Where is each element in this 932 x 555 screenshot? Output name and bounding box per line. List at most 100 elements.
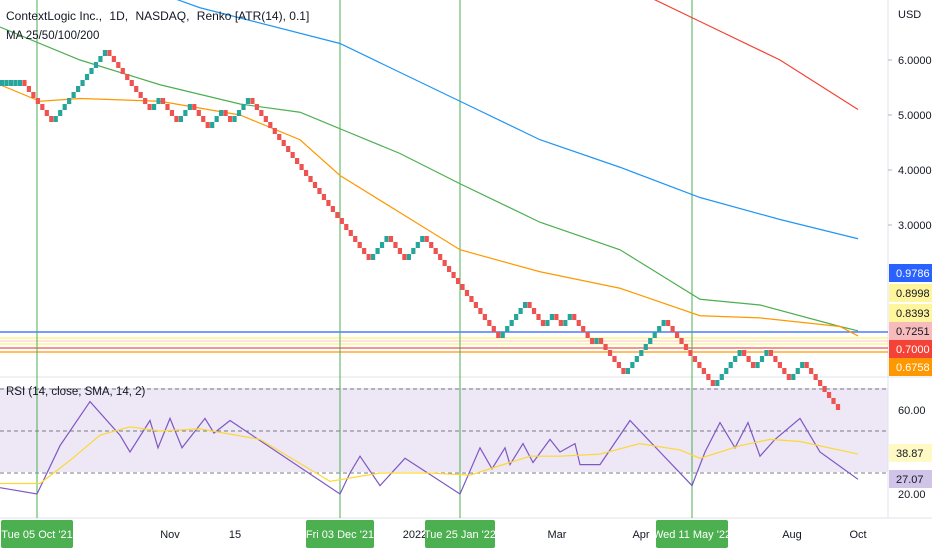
renko-up-brick — [58, 110, 63, 116]
renko-down-brick — [683, 344, 689, 350]
renko-down-brick — [429, 242, 434, 248]
renko-down-brick — [205, 122, 210, 128]
renko-down-brick — [129, 80, 134, 86]
renko-down-brick — [464, 290, 470, 296]
renko-up-brick — [384, 236, 389, 242]
renko-up-brick — [625, 368, 630, 374]
renko-down-brick — [826, 392, 832, 398]
price-scale-label-bg — [889, 284, 932, 302]
renko-down-brick — [196, 110, 201, 116]
time-tick-label: 2022 — [403, 529, 427, 541]
renko-down-brick — [585, 332, 590, 338]
renko-down-brick — [268, 122, 273, 128]
renko-down-brick — [165, 104, 170, 110]
rsi-scale-label: 38.87 — [896, 448, 924, 460]
price-scale-label: 0.7251 — [896, 326, 930, 338]
renko-up-brick — [724, 368, 729, 374]
renko-down-brick — [424, 236, 429, 242]
renko-down-brick — [777, 362, 782, 368]
ma-indicator-label[interactable]: MA 25/50/100/200 — [6, 30, 100, 42]
renko-down-brick — [558, 320, 563, 326]
renko-up-brick — [643, 344, 648, 350]
renko-down-brick — [169, 110, 175, 116]
renko-up-brick — [75, 86, 81, 92]
ma25-line — [0, 84, 859, 337]
renko-down-brick — [478, 308, 483, 314]
renko-down-brick — [822, 386, 827, 392]
renko-down-brick — [388, 236, 394, 242]
rsi-band — [0, 388, 888, 472]
time-highlight-label-bg — [656, 520, 728, 548]
price-scale-label: 0.9786 — [896, 268, 930, 280]
renko-up-brick — [102, 50, 108, 56]
price-scale-label: 0.7000 — [896, 344, 930, 356]
renko-down-brick — [697, 362, 702, 368]
renko-down-brick — [531, 308, 537, 314]
rsi-indicator-label[interactable]: RSI (14, close, SMA, 14, 2) — [6, 386, 146, 398]
renko-down-brick — [397, 248, 403, 254]
renko-down-brick — [447, 266, 452, 272]
renko-up-brick — [183, 110, 188, 116]
renko-up-brick — [652, 332, 657, 338]
renko-down-brick — [433, 248, 438, 254]
renko-down-brick — [116, 62, 121, 68]
renko-down-brick — [670, 326, 675, 332]
renko-down-brick — [272, 128, 277, 134]
renko-up-brick — [518, 308, 523, 314]
renko-down-brick — [22, 80, 27, 86]
renko-up-brick — [379, 242, 385, 248]
renko-up-brick — [415, 242, 420, 248]
price-scale-label-bg — [889, 358, 932, 376]
renko-up-brick — [733, 356, 738, 362]
chart-type[interactable]: Renko [ATR(14), 0.1] — [196, 9, 310, 23]
time-tick-label: 15 — [229, 529, 241, 541]
renko-down-brick — [362, 248, 367, 254]
renko-up-brick — [661, 320, 666, 326]
price-axis-unit: USD — [898, 9, 921, 21]
renko-up-brick — [764, 350, 769, 356]
renko-up-brick — [737, 350, 742, 356]
renko-up-brick — [93, 62, 99, 68]
renko-down-brick — [192, 104, 197, 110]
renko-up-brick — [514, 314, 519, 320]
ma50-line — [0, 26, 859, 332]
renko-down-brick — [746, 356, 751, 362]
renko-down-brick — [607, 350, 613, 356]
chart-interval[interactable]: 1D, — [109, 9, 129, 23]
renko-down-brick — [174, 116, 179, 122]
renko-up-brick — [411, 248, 416, 254]
renko-down-brick — [40, 104, 45, 110]
renko-down-brick — [344, 224, 349, 230]
time-tick-label: Apr — [632, 529, 649, 541]
renko-up-brick — [563, 320, 568, 326]
price-scale-label: 0.8998 — [896, 288, 930, 300]
time-highlight-label: Tue 05 Oct '21 — [1, 529, 72, 541]
ma200-line — [653, 0, 859, 111]
rsi-ma-line — [0, 426, 859, 485]
renko-down-brick — [125, 74, 130, 80]
symbol-name[interactable]: ContextLogic Inc., — [6, 9, 103, 23]
renko-down-brick — [111, 56, 116, 62]
price-axis[interactable]: 6.0000 5.0000 4.0000 3.0000 0.9786 0.8998 0.83… — [888, 55, 932, 501]
renko-down-brick — [330, 206, 335, 212]
time-axis[interactable]: Nov 15 2022 Mar Apr Aug Oct Tue 05 Oct '21 Fri 0… — [1, 520, 867, 548]
price-scale-label-bg — [889, 304, 932, 322]
renko-down-brick — [134, 86, 139, 92]
time-highlight-label-bg — [306, 520, 374, 548]
price-tick-label: 6.0000 — [898, 55, 932, 67]
renko-up-brick — [728, 362, 733, 368]
renko-down-brick — [701, 368, 706, 374]
renko-down-brick — [482, 314, 487, 320]
renko-up-brick — [210, 122, 215, 128]
renko-down-brick — [201, 116, 206, 122]
renko-down-brick — [455, 278, 461, 284]
renko-down-brick — [353, 236, 358, 242]
price-tick-label: 5.0000 — [898, 110, 932, 122]
renko-down-brick — [438, 254, 443, 260]
renko-down-brick — [831, 398, 836, 404]
renko-down-brick — [442, 260, 447, 266]
renko-up-brick — [187, 104, 192, 110]
renko-up-brick — [80, 80, 85, 86]
